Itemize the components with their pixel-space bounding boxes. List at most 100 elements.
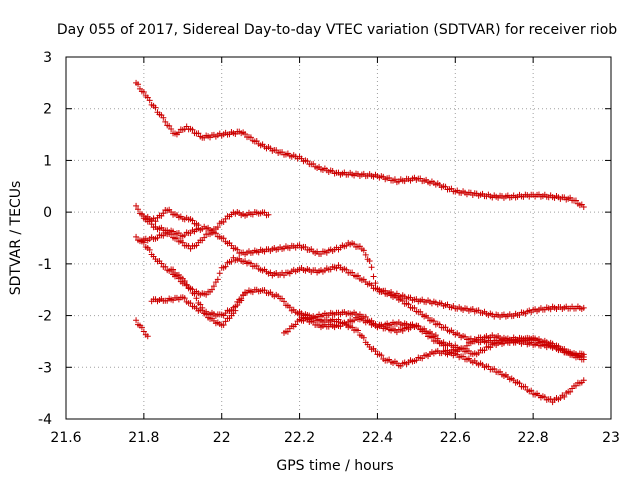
data-points bbox=[133, 79, 587, 406]
y-tick-label: -1 bbox=[38, 257, 52, 273]
data-point bbox=[516, 380, 523, 387]
data-point bbox=[168, 125, 175, 132]
data-point bbox=[220, 235, 227, 242]
data-point bbox=[133, 202, 140, 209]
data-point bbox=[405, 301, 412, 308]
y-tick-label: 0 bbox=[43, 205, 52, 221]
data-point bbox=[372, 280, 379, 287]
data-point bbox=[572, 197, 579, 204]
data-point bbox=[242, 130, 249, 137]
data-point bbox=[354, 327, 361, 334]
data-point bbox=[193, 295, 200, 302]
data-point bbox=[335, 316, 342, 323]
data-point bbox=[208, 286, 215, 293]
data-point bbox=[561, 393, 568, 400]
data-point bbox=[189, 126, 196, 133]
series-track-9 bbox=[296, 311, 587, 359]
data-point bbox=[310, 318, 317, 325]
data-point bbox=[162, 263, 169, 270]
data-point bbox=[222, 318, 229, 325]
data-point bbox=[160, 210, 167, 217]
data-point bbox=[187, 300, 194, 307]
x-tick-label: 23 bbox=[602, 430, 620, 446]
data-point bbox=[195, 222, 202, 229]
data-point bbox=[181, 295, 188, 302]
data-point bbox=[158, 260, 165, 267]
data-point bbox=[197, 301, 204, 308]
data-point bbox=[234, 246, 241, 253]
data-point bbox=[214, 276, 221, 283]
data-point bbox=[547, 395, 554, 402]
data-point bbox=[362, 313, 369, 320]
data-point bbox=[152, 104, 159, 111]
data-point bbox=[168, 231, 175, 238]
data-point bbox=[247, 134, 254, 141]
data-point bbox=[135, 81, 142, 88]
data-point bbox=[187, 245, 194, 252]
data-point bbox=[201, 234, 208, 241]
data-point bbox=[432, 332, 439, 339]
data-point bbox=[173, 235, 180, 242]
data-point bbox=[491, 365, 498, 372]
data-point bbox=[343, 266, 350, 273]
data-point bbox=[284, 328, 291, 335]
data-point bbox=[216, 270, 223, 277]
plot-frame bbox=[65, 56, 612, 420]
x-tick-label: 22 bbox=[213, 430, 231, 446]
data-point bbox=[580, 351, 587, 358]
data-point bbox=[366, 258, 373, 265]
y-tick-label: -2 bbox=[38, 309, 52, 325]
data-point bbox=[220, 219, 227, 226]
x-tick-label: 22.2 bbox=[284, 430, 315, 446]
data-point bbox=[187, 285, 194, 292]
data-point bbox=[144, 333, 151, 340]
data-point bbox=[580, 356, 587, 363]
data-point bbox=[179, 239, 186, 246]
data-point bbox=[140, 328, 147, 335]
data-point bbox=[152, 218, 159, 225]
data-point bbox=[232, 307, 239, 314]
data-point bbox=[160, 114, 167, 121]
data-point bbox=[240, 292, 247, 299]
data-point bbox=[522, 383, 529, 390]
data-point bbox=[580, 304, 587, 311]
data-point bbox=[162, 118, 169, 125]
data-point bbox=[133, 317, 140, 324]
data-point bbox=[415, 323, 422, 330]
data-point bbox=[368, 282, 375, 289]
x-tick-label: 21.8 bbox=[128, 430, 159, 446]
x-tick-label: 21.6 bbox=[50, 430, 81, 446]
x-tick-label: 22.6 bbox=[440, 430, 471, 446]
data-point bbox=[567, 388, 574, 395]
data-point bbox=[203, 311, 210, 318]
chart-title: Day 055 of 2017, Sidereal Day-to-day VTE… bbox=[57, 22, 617, 38]
data-point bbox=[265, 211, 272, 218]
data-point bbox=[138, 324, 145, 331]
data-point bbox=[580, 377, 587, 384]
data-point bbox=[428, 334, 435, 341]
data-point bbox=[362, 251, 369, 258]
data-point bbox=[378, 352, 385, 359]
series-track-1 bbox=[133, 79, 587, 210]
data-point bbox=[292, 321, 299, 328]
data-point bbox=[399, 297, 406, 304]
data-point bbox=[430, 318, 437, 325]
data-point bbox=[166, 122, 173, 129]
series-track-4 bbox=[136, 209, 272, 252]
data-point bbox=[354, 272, 361, 279]
data-point bbox=[281, 298, 287, 305]
data-point bbox=[580, 203, 587, 210]
y-tick-label: 3 bbox=[43, 50, 52, 66]
y-tick-label: 1 bbox=[43, 153, 52, 169]
data-point bbox=[372, 321, 379, 328]
data-point bbox=[349, 269, 356, 276]
data-point bbox=[181, 278, 188, 285]
data-point bbox=[146, 246, 153, 253]
data-point bbox=[222, 263, 229, 270]
y-tick-label: -4 bbox=[38, 412, 52, 428]
data-point bbox=[220, 322, 227, 329]
series-track-7 bbox=[168, 266, 249, 329]
data-point bbox=[242, 289, 249, 296]
data-point bbox=[286, 304, 293, 311]
